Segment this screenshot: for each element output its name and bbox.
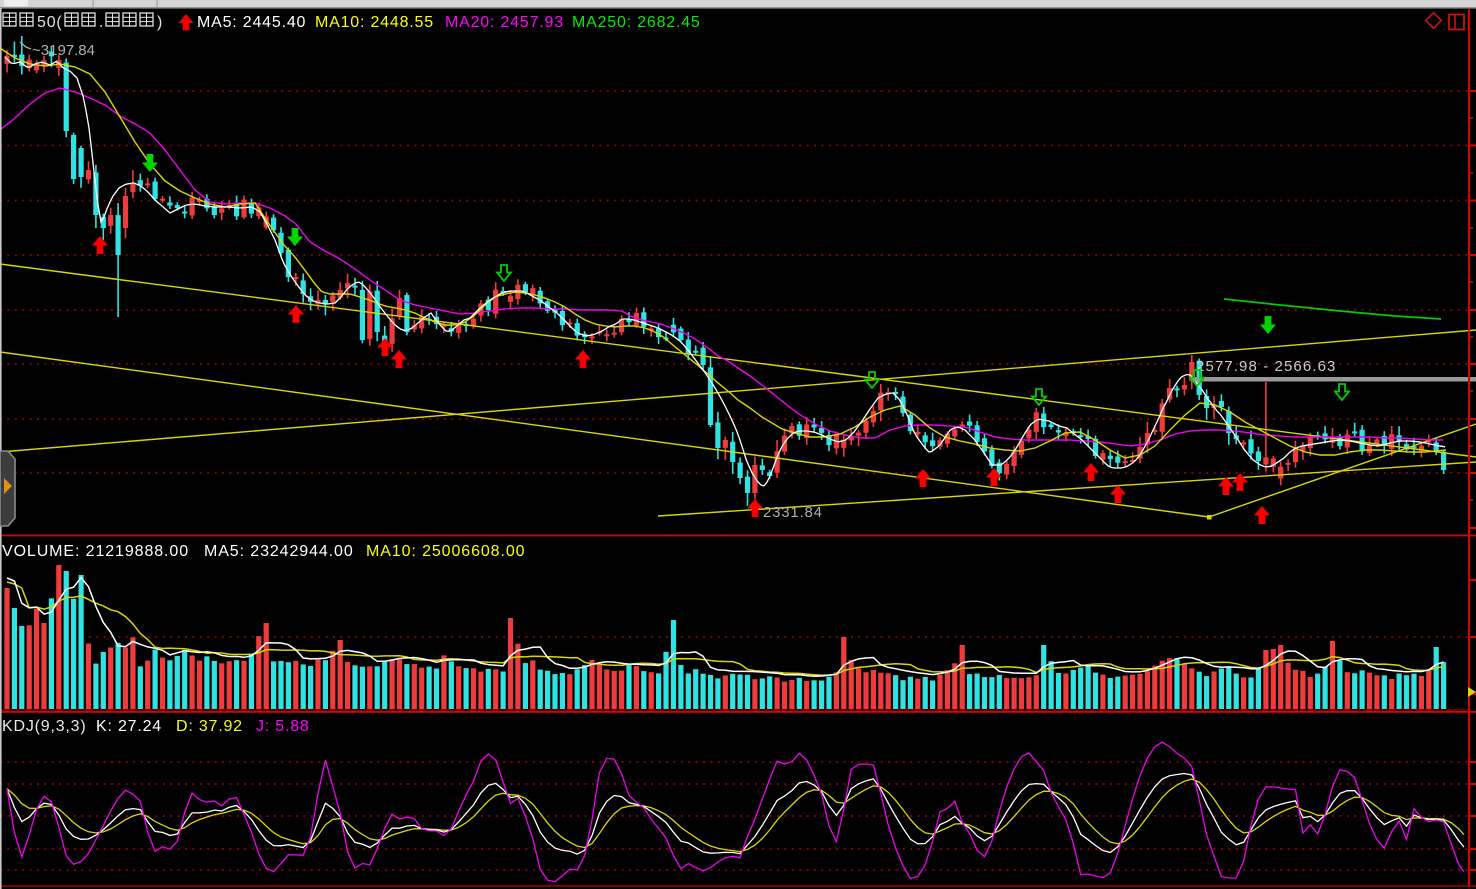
svg-text:~3197.84: ~3197.84 [32,42,95,59]
svg-text:MA20: 2457.93: MA20: 2457.93 [445,14,564,31]
svg-text:MA10: 2448.55: MA10: 2448.55 [315,14,434,31]
svg-text:D: 37.92: D: 37.92 [176,718,243,735]
svg-text:VOLUME: 21219888.00: VOLUME: 21219888.00 [2,543,189,560]
svg-text:2331.84: 2331.84 [763,504,823,521]
svg-text:MA5: 2445.40: MA5: 2445.40 [197,14,306,31]
svg-text:KDJ(9,3,3): KDJ(9,3,3) [2,718,86,735]
svg-text:50(: 50( [37,14,63,31]
svg-text:K: 27.24: K: 27.24 [96,718,162,735]
svg-text:MA10: 25006608.00: MA10: 25006608.00 [366,543,525,560]
svg-text:2577.98 - 2566.63: 2577.98 - 2566.63 [1196,358,1336,375]
svg-text:.: . [99,14,104,31]
svg-text:J: 5.88: J: 5.88 [256,718,310,735]
svg-text:MA250: 2682.45: MA250: 2682.45 [572,14,701,31]
svg-text:MA5: 23242944.00: MA5: 23242944.00 [204,543,354,560]
svg-text:): ) [157,14,163,31]
